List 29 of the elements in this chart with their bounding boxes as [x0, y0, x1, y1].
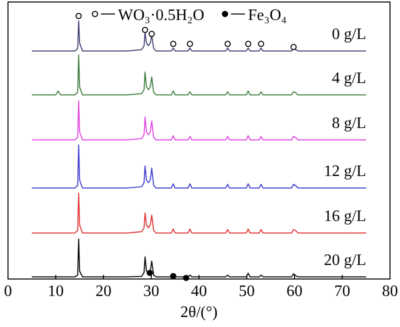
- point: [224, 40, 231, 47]
- series-label: 12 g/L: [324, 163, 366, 180]
- point: [186, 40, 194, 47]
- series-label: 16 g/L: [324, 208, 366, 225]
- point: [142, 26, 148, 34]
- x-tick-label: 70: [334, 283, 350, 300]
- series-label: 8 g/L: [332, 114, 366, 132]
- series-label: 4 g/L: [332, 70, 366, 87]
- x-tick-label: 10: [48, 283, 64, 300]
- x-tick-label: 50: [238, 283, 255, 300]
- series-label: 20 g/L: [324, 252, 366, 269]
- x-tick-label: 80: [382, 283, 398, 300]
- point: [76, 12, 82, 20]
- point: [290, 44, 297, 50]
- point: [148, 30, 155, 37]
- legend-label: Fe₃O₄: [248, 7, 288, 24]
- legend-label: WO₃·0.5H₂O: [118, 7, 204, 24]
- point: [245, 40, 252, 47]
- point: [170, 40, 176, 47]
- point: [146, 270, 153, 276]
- x-tick-label: 40: [191, 283, 207, 300]
- point: [258, 40, 264, 47]
- x-axis-title: 2θ/(°): [180, 304, 218, 321]
- point: [183, 274, 190, 282]
- x-tick-label: 20: [96, 283, 112, 300]
- x-tick-label: 30: [143, 283, 160, 300]
- x-tick-label: 60: [286, 283, 302, 300]
- x-tick-label: 0: [4, 283, 12, 300]
- series-label: 0 g/L: [332, 26, 366, 43]
